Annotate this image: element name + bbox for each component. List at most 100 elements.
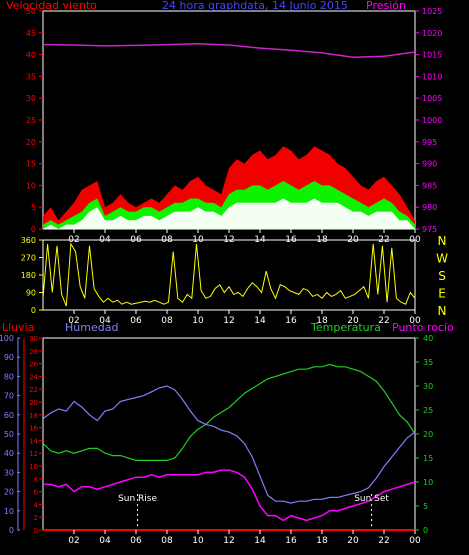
- climate-xtick-label: 12: [223, 536, 234, 546]
- humidity-line: [42, 385, 416, 504]
- rain-ytick-label: 8: [34, 476, 38, 484]
- pressure-axis-title: Presión: [366, 0, 406, 12]
- wind-axis-title: Velocidad viento: [6, 0, 97, 12]
- wind-ytick-label: 5: [31, 203, 36, 212]
- pressure-ytick-label: 990: [422, 160, 437, 169]
- climate-series-group: [42, 363, 416, 531]
- humidity-ytick-label: 100: [0, 334, 14, 343]
- climate-xtick-label: 22: [378, 536, 389, 546]
- wind-ytick-label: 50: [26, 7, 36, 16]
- humidity-ytick-label: 10: [4, 507, 14, 516]
- direction-xtick-label: 16: [285, 316, 297, 326]
- wind-ytick-label: 40: [26, 51, 36, 60]
- rain-ytick-label: 6: [34, 489, 39, 497]
- dewpoint-axis-title: Punto rocío: [392, 321, 454, 334]
- temp-ytick-label: 15: [423, 454, 433, 463]
- wind-series-group: [42, 42, 416, 229]
- rain-ytick-label: 22: [29, 386, 38, 394]
- temp-ytick-label: 20: [423, 430, 433, 439]
- pressure-line: [42, 42, 416, 58]
- rain-ytick-label: 26: [29, 361, 38, 369]
- compass-label: E: [438, 287, 446, 301]
- compass-label: W: [436, 252, 448, 266]
- sunset-label: Sun Set: [354, 494, 389, 504]
- wind-ytick-label: 20: [26, 138, 36, 147]
- wind-ytick-label: 10: [26, 181, 36, 190]
- temperature-line: [42, 363, 416, 461]
- climate-xtick-label: 20: [347, 536, 359, 546]
- direction-xtick-label: 18: [316, 316, 328, 326]
- humidity-ytick-label: 0: [9, 526, 14, 535]
- temp-ytick-label: 40: [423, 334, 433, 343]
- temp-ytick-label: 5: [423, 502, 428, 511]
- direction-ytick-label: 90: [26, 289, 36, 298]
- humidity-ytick-label: 70: [4, 392, 14, 401]
- humidity-ytick-label: 60: [4, 411, 14, 420]
- temp-ytick-label: 25: [423, 406, 433, 415]
- wind-ytick-label: 0: [31, 225, 36, 234]
- pressure-ytick-label: 1010: [422, 72, 442, 81]
- wind_speed_low-area: [43, 198, 415, 229]
- direction-panel-frame: [42, 239, 416, 311]
- humidity-axis-title: Humedad: [65, 321, 118, 334]
- humidity-ytick-label: 20: [4, 488, 14, 497]
- pressure-ytick-label: 1000: [422, 116, 442, 125]
- climate-xtick-label: 08: [161, 536, 173, 546]
- direction-xtick-label: 14: [254, 316, 266, 326]
- compass-label: N: [438, 234, 447, 248]
- climate-xtick-label: 18: [316, 536, 328, 546]
- chart-title: 24 hora graphdata, 14 Junio 2015: [162, 0, 348, 12]
- wind-ytick-label: 35: [26, 72, 36, 81]
- pressure-ytick-label: 985: [422, 181, 437, 190]
- direction-xtick-label: 02: [68, 316, 79, 326]
- temperature-axis-title: Temperatura: [310, 321, 381, 334]
- direction-series-group: [42, 242, 416, 307]
- climate-xtick-label: 16: [285, 536, 297, 546]
- compass-label: N: [438, 304, 447, 318]
- rain-ytick-label: 12: [29, 450, 38, 458]
- rain-ytick-label: 20: [29, 399, 38, 407]
- rain-ytick-label: 0: [34, 527, 38, 535]
- climate-xtick-label: 04: [99, 536, 111, 546]
- dewpoint-line: [43, 469, 416, 522]
- rain-ytick-label: 2: [34, 514, 38, 522]
- temp-ytick-label: 10: [423, 478, 433, 487]
- wind-ytick-label: 25: [26, 116, 36, 125]
- direction-xtick-label: 20: [347, 316, 359, 326]
- direction-ytick-label: 0: [31, 306, 36, 315]
- direction-xtick-label: 12: [223, 316, 234, 326]
- rain-ytick-label: 28: [29, 348, 38, 356]
- climate-xtick-label: 10: [192, 536, 204, 546]
- wind-ytick-label: 45: [26, 29, 36, 38]
- pressure-ytick-label: 1020: [422, 29, 442, 38]
- direction-ytick-label: 360: [21, 236, 36, 245]
- pressure-ytick-label: 1015: [422, 51, 442, 60]
- rain-ytick-label: 30: [29, 335, 38, 343]
- wind-direction-line: [42, 242, 416, 307]
- rain-ytick-label: 18: [29, 412, 38, 420]
- sunrise-label: Sun Rise: [118, 494, 157, 504]
- temp-ytick-label: 30: [423, 382, 433, 391]
- direction-xtick-label: 08: [161, 316, 173, 326]
- pressure-ytick-label: 1025: [422, 7, 442, 16]
- wind-ytick-label: 30: [26, 94, 36, 103]
- rain-ytick-label: 24: [29, 373, 38, 381]
- humidity-ytick-label: 90: [4, 353, 14, 362]
- direction-ytick-label: 270: [21, 254, 36, 263]
- rain-axis-title: Lluvia: [2, 321, 34, 334]
- pressure-ytick-label: 975: [422, 225, 437, 234]
- rain-ytick-label: 14: [29, 437, 38, 445]
- climate-xtick-label: 00: [409, 536, 421, 546]
- temp-ytick-label: 0: [423, 526, 428, 535]
- direction-xtick-label: 10: [192, 316, 204, 326]
- temp-ytick-label: 35: [423, 358, 433, 367]
- humidity-ytick-label: 30: [4, 468, 14, 477]
- direction-xtick-label: 22: [378, 316, 389, 326]
- pressure-ytick-label: 1005: [422, 94, 442, 103]
- direction-xtick-label: 00: [409, 316, 421, 326]
- climate-xtick-label: 14: [254, 536, 266, 546]
- compass-label: S: [438, 269, 446, 283]
- pressure-ytick-label: 995: [422, 138, 437, 147]
